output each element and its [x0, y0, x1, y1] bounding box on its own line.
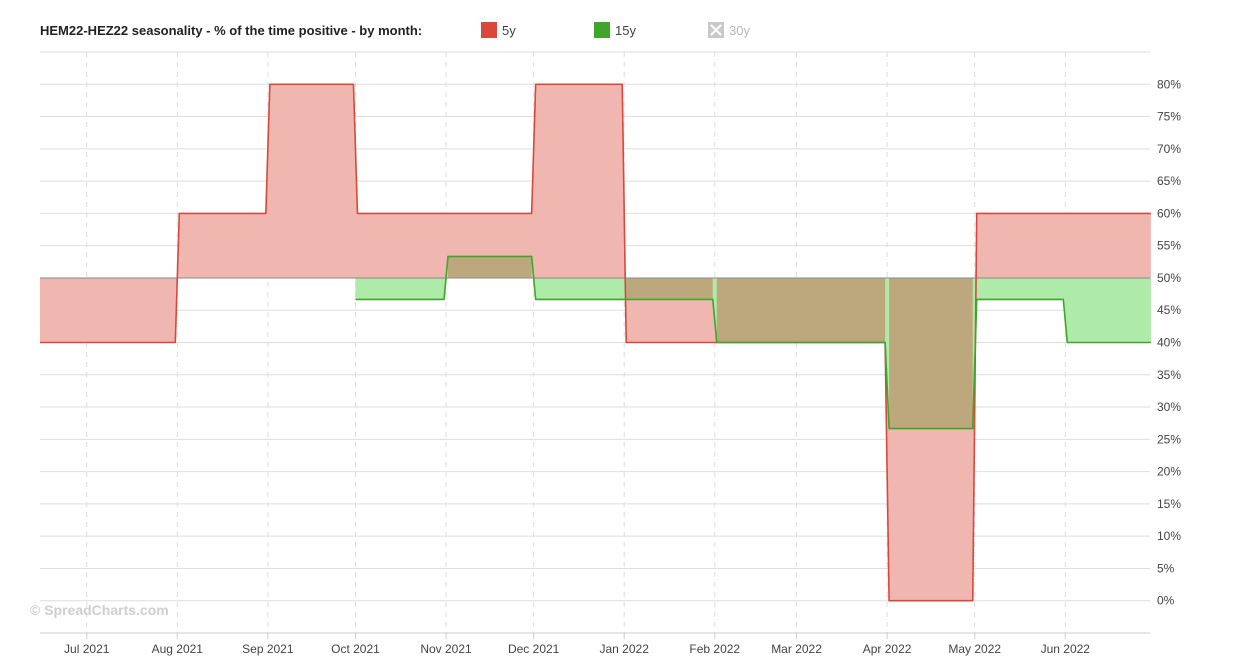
x-tick-label: Jul 2021	[64, 642, 110, 656]
x-tick-label: Feb 2022	[689, 642, 740, 656]
x-tick-label: Apr 2022	[863, 642, 912, 656]
y-tick-label: 70%	[1157, 142, 1181, 156]
x-tick-label: Mar 2022	[771, 642, 822, 656]
legend-label-30y: 30y	[729, 23, 750, 38]
y-tick-label: 15%	[1157, 497, 1181, 511]
line-5y	[40, 83, 1151, 602]
y-tick-label: 0%	[1157, 594, 1175, 608]
legend-swatch-5y	[481, 22, 497, 38]
y-tick-label: 45%	[1157, 303, 1181, 317]
y-tick-label: 10%	[1157, 529, 1181, 543]
y-tick-label: 20%	[1157, 465, 1181, 479]
legend-item-5y[interactable]: 5y	[481, 22, 516, 38]
overlap-area	[889, 277, 973, 429]
x-tick-label: May 2022	[948, 642, 1001, 656]
y-tick-label: 65%	[1157, 174, 1181, 188]
y-tick-label: 40%	[1157, 336, 1181, 350]
legend-disabled-icon	[708, 22, 724, 38]
legend-label-5y: 5y	[502, 23, 516, 38]
legend-label-15y: 15y	[615, 23, 636, 38]
x-tick-label: Nov 2021	[420, 642, 472, 656]
x-tick-label: Aug 2021	[152, 642, 204, 656]
x-tick-label: Jan 2022	[600, 642, 650, 656]
overlap-area	[716, 277, 886, 343]
legend: 5y 15y 30y	[481, 22, 750, 38]
y-tick-label: 35%	[1157, 368, 1181, 382]
y-tick-label: 60%	[1157, 206, 1181, 220]
y-tick-label: 5%	[1157, 561, 1175, 575]
x-tick-label: Jun 2022	[1041, 642, 1091, 656]
x-tick-label: Dec 2021	[508, 642, 560, 656]
x-tick-label: Oct 2021	[331, 642, 380, 656]
y-tick-label: 75%	[1157, 110, 1181, 124]
line-15y	[355, 255, 1151, 430]
chart-title: HEM22-HEZ22 seasonality - % of the time …	[40, 23, 422, 38]
y-tick-label: 50%	[1157, 271, 1181, 285]
watermark: © SpreadCharts.com	[30, 602, 169, 618]
series-lines	[40, 83, 1151, 602]
y-tick-label: 30%	[1157, 400, 1181, 414]
axes: 0% 5% 10% 15% 20% 25% 30% 35% 40% 45% 50% 55% 60% 65%…	[40, 77, 1181, 656]
legend-item-30y[interactable]: 30y	[708, 22, 750, 38]
area-5y	[40, 84, 1151, 601]
overlap-area	[626, 277, 713, 300]
y-tick-label: 55%	[1157, 239, 1181, 253]
y-tick-label: 80%	[1157, 77, 1181, 91]
y-tick-label: 25%	[1157, 432, 1181, 446]
legend-item-15y[interactable]: 15y	[594, 22, 636, 38]
legend-swatch-15y	[594, 22, 610, 38]
x-tick-label: Sep 2021	[242, 642, 294, 656]
overlap-area	[448, 256, 532, 278]
